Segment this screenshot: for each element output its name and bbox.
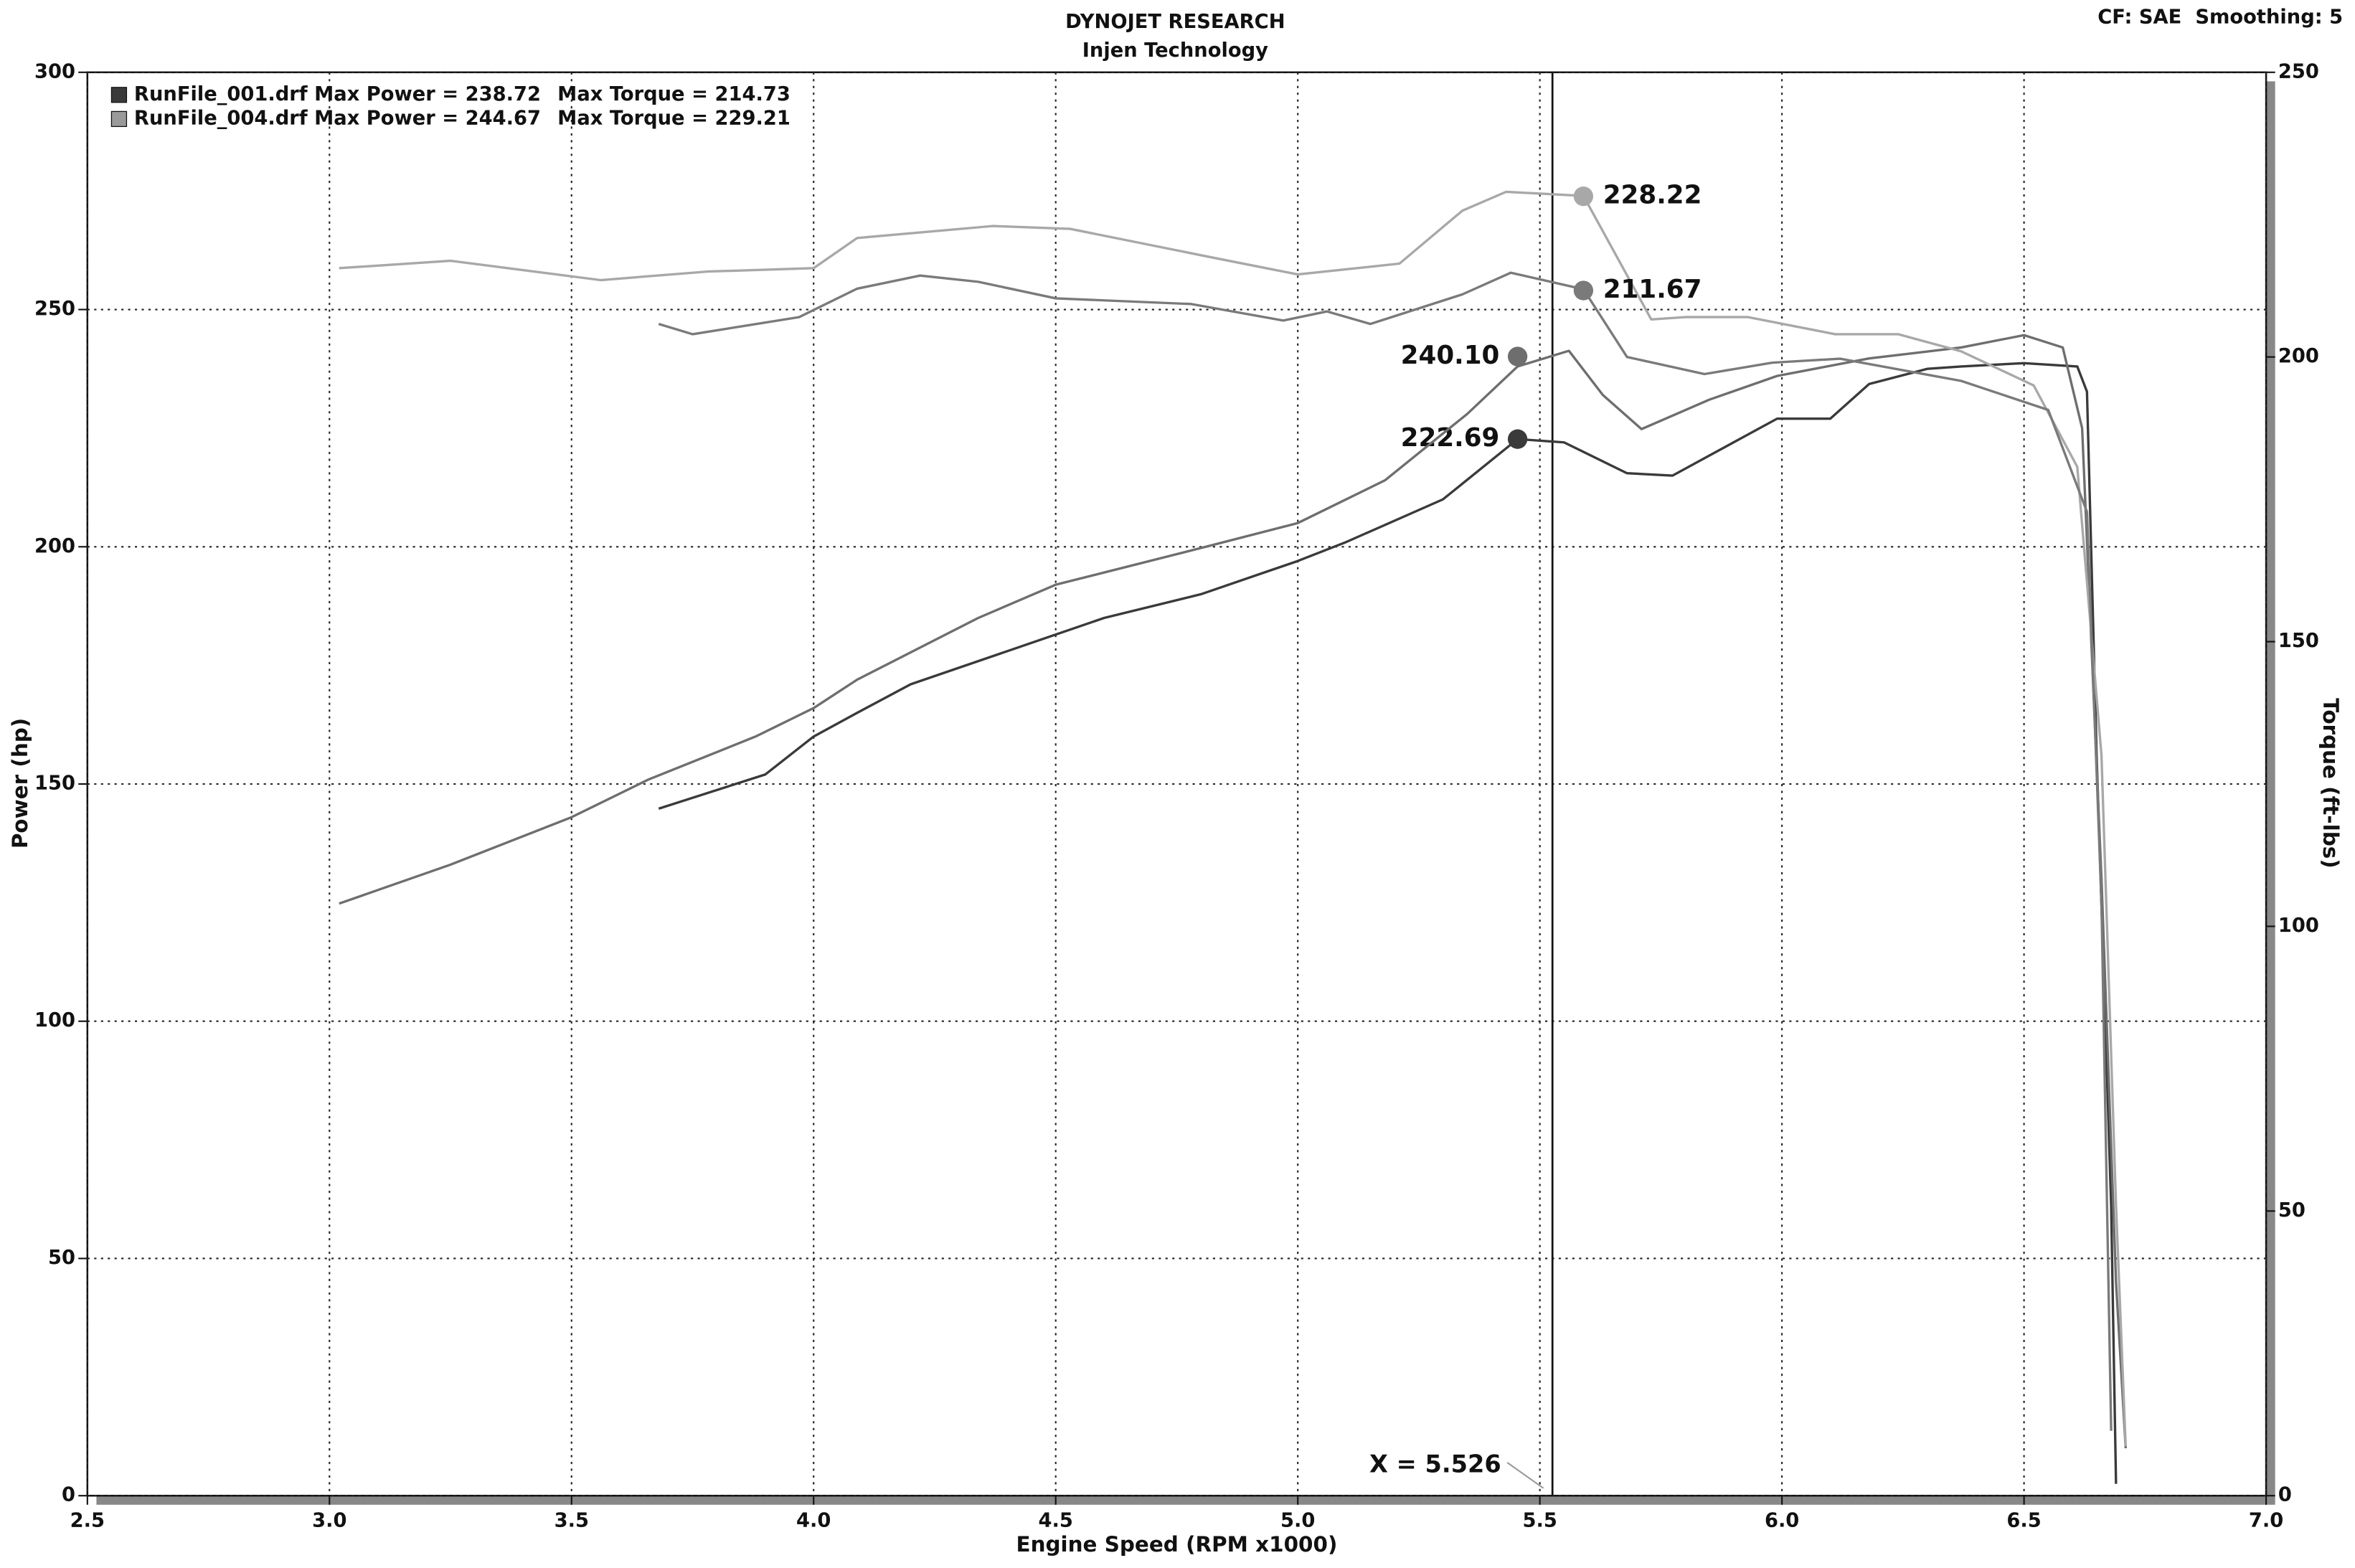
y2-tick-label: 50 xyxy=(2278,1199,2306,1222)
legend-torque: Max Torque = 214.73 xyxy=(557,83,790,105)
y-tick-label: 50 xyxy=(48,1247,75,1269)
legend-label: RunFile_001.drf Max Power = 238.72 xyxy=(134,83,541,105)
series-line xyxy=(658,362,2118,1484)
y2-tick-label: 200 xyxy=(2278,345,2319,367)
x-tick-label: 6.5 xyxy=(2006,1509,2041,1531)
legend-swatch xyxy=(110,87,128,103)
legend-swatch xyxy=(110,110,128,128)
x-axis-title: Engine Speed (RPM x1000) xyxy=(1016,1532,1338,1557)
y-tick-label: 300 xyxy=(34,60,75,82)
y2-tick-label: 0 xyxy=(2278,1484,2292,1506)
x-tick-label: 2.5 xyxy=(70,1509,105,1531)
x-tick-label: 3.5 xyxy=(554,1509,589,1531)
peak-marker xyxy=(1573,280,1594,301)
peak-marker xyxy=(1573,186,1594,207)
cursor-pointer xyxy=(1506,1462,1544,1489)
x-tick-label: 4.0 xyxy=(796,1509,831,1531)
peak-label: 240.10 xyxy=(1401,341,1500,370)
legend-torque: Max Torque = 229.21 xyxy=(557,107,790,129)
peak-marker xyxy=(1507,429,1528,449)
x-tick-label: 5.5 xyxy=(1522,1509,1557,1531)
y-axis-title: Power (hp) xyxy=(8,718,32,849)
y2-tick-label: 150 xyxy=(2278,630,2319,652)
y-tick-label: 150 xyxy=(34,773,75,795)
series-line xyxy=(339,190,2128,1447)
plot-area xyxy=(86,71,2267,1497)
peak-label: 211.67 xyxy=(1603,275,1702,304)
peak-marker xyxy=(1507,346,1528,367)
series-line xyxy=(339,334,2128,1449)
x-tick-label: 7.0 xyxy=(2249,1509,2283,1531)
y2-tick-label: 100 xyxy=(2278,915,2319,937)
settings-text: CF: SAE Smoothing: 5 xyxy=(2097,6,2343,29)
peak-label: 228.22 xyxy=(1603,181,1702,210)
y-tick-label: 250 xyxy=(34,298,75,320)
x-tick-label: 6.0 xyxy=(1765,1509,1799,1531)
y-tick-label: 0 xyxy=(62,1484,75,1506)
y2-tick-label: 250 xyxy=(2278,60,2319,82)
x-tick-label: 4.5 xyxy=(1039,1509,1073,1531)
series-line xyxy=(658,271,2113,1431)
y-tick-label: 200 xyxy=(34,535,75,557)
legend-label: RunFile_004.drf Max Power = 244.67 xyxy=(134,107,541,129)
y-tick-label: 100 xyxy=(34,1009,75,1031)
x-tick-label: 5.0 xyxy=(1280,1509,1315,1531)
y2-axis-title: Torque (ft-lbs) xyxy=(2318,698,2343,868)
chart-title: DYNOJET RESEARCH xyxy=(1065,11,1285,33)
x-tick-label: 3.0 xyxy=(312,1509,346,1531)
cursor-label: X = 5.526 xyxy=(1369,1450,1501,1478)
chart-subtitle: Injen Technology xyxy=(1082,39,1268,62)
